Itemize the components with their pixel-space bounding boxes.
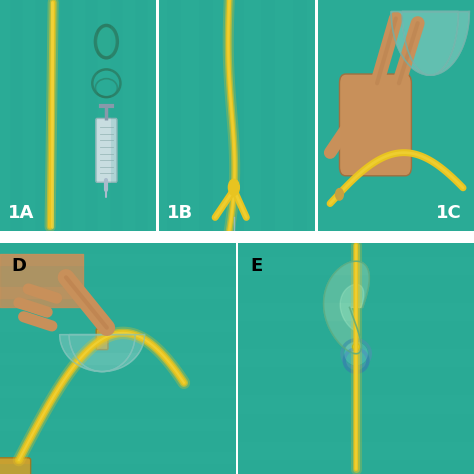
FancyBboxPatch shape [0, 458, 31, 474]
Polygon shape [60, 335, 145, 372]
Circle shape [344, 342, 368, 365]
Text: D: D [12, 256, 27, 274]
Text: 1A: 1A [8, 204, 34, 222]
Text: 1B: 1B [167, 204, 193, 222]
Circle shape [353, 343, 360, 350]
Text: E: E [250, 256, 262, 274]
FancyBboxPatch shape [96, 118, 117, 182]
Circle shape [228, 179, 239, 195]
Text: 1C: 1C [436, 204, 462, 222]
Circle shape [96, 27, 117, 57]
FancyBboxPatch shape [339, 74, 411, 176]
Circle shape [336, 189, 343, 200]
FancyBboxPatch shape [96, 329, 108, 350]
Polygon shape [324, 261, 369, 354]
Polygon shape [340, 284, 364, 330]
Polygon shape [391, 11, 469, 75]
